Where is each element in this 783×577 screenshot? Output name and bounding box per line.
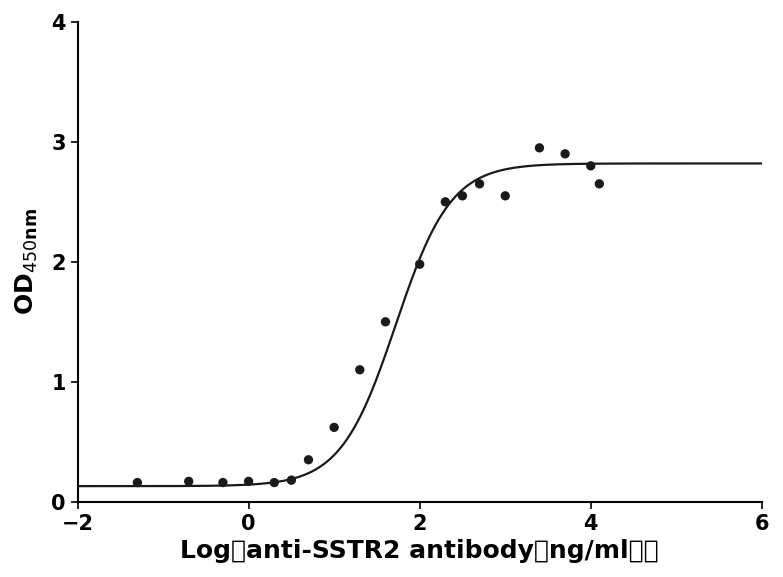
Point — [593, 179, 605, 189]
Point — [439, 197, 452, 207]
Point — [131, 478, 143, 487]
Point — [182, 477, 195, 486]
Point — [268, 478, 280, 487]
Point — [473, 179, 485, 189]
Point — [328, 423, 341, 432]
Y-axis label: OD$_{450\mathregular{nm}}$: OD$_{450\mathregular{nm}}$ — [14, 208, 40, 315]
Point — [354, 365, 366, 374]
Point — [285, 475, 298, 485]
Point — [242, 477, 254, 486]
Point — [302, 455, 315, 464]
Point — [584, 161, 597, 170]
Point — [456, 191, 469, 200]
Point — [217, 478, 229, 487]
Point — [499, 191, 511, 200]
Point — [379, 317, 392, 327]
Point — [413, 260, 426, 269]
X-axis label: Log（anti-SSTR2 antibody（ng/ml））: Log（anti-SSTR2 antibody（ng/ml）） — [180, 539, 659, 563]
Point — [533, 143, 546, 152]
Point — [559, 149, 572, 159]
